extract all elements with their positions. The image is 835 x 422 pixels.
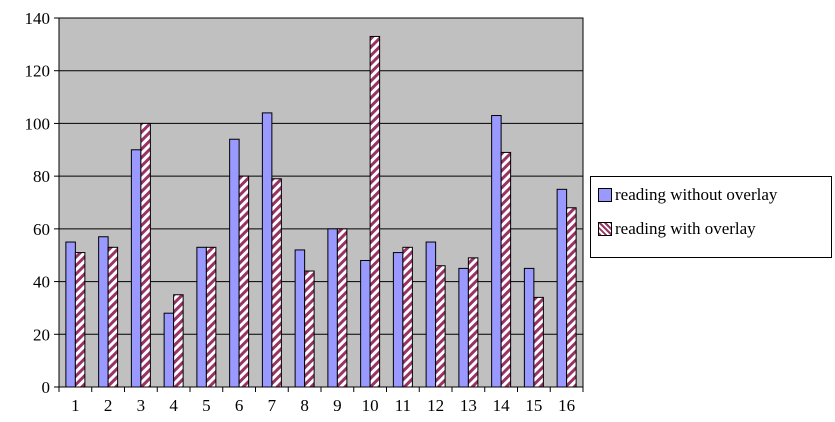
bar-without-overlay [491,115,502,388]
x-tick-label: 12 [427,396,444,415]
bar-with-overlay [271,178,282,388]
bar-without-overlay [65,241,76,388]
bar-with-overlay [238,175,250,388]
y-tick-label: 100 [25,114,51,133]
bar-with-overlay [304,270,315,388]
legend-label-with-overlay: reading with overlay [615,219,756,238]
x-tick-label: 5 [202,396,211,415]
bar-with-overlay [566,207,577,388]
x-tick-label: 4 [169,396,178,415]
bar-with-overlay [435,265,446,388]
bar-with-overlay [369,35,381,388]
x-tick-label: 8 [300,396,309,415]
bar-without-overlay [261,112,273,388]
y-tick-label: 120 [25,62,51,81]
bar-with-overlay [173,294,184,388]
y-tick-label: 40 [33,273,50,292]
x-tick-label: 15 [525,396,542,415]
bar-with-overlay [205,246,217,388]
legend-swatch-with-overlay [598,222,612,236]
bar-with-overlay [500,151,512,388]
bar-without-overlay [196,246,207,388]
bar-without-overlay [98,236,109,388]
x-tick-label: 1 [71,396,80,415]
bar-without-overlay [130,149,142,388]
x-tick-label: 9 [333,396,342,415]
bar-without-overlay [392,252,404,388]
bar-with-overlay [107,246,119,388]
y-tick-label: 60 [33,220,50,239]
bar-without-overlay [425,241,437,388]
bar-without-overlay [294,249,306,388]
bar-without-overlay [523,267,535,388]
bar-without-overlay [327,228,338,388]
x-tick-label: 14 [493,396,511,415]
x-tick-label: 10 [362,396,379,415]
legend: reading without overlay reading with ove… [590,176,832,258]
y-tick-label: 80 [33,167,50,186]
bar-without-overlay [360,259,371,388]
bar-without-overlay [458,267,469,388]
plot-area [58,17,584,388]
x-axis: 1 2 3 4 5 6 7 8 9 10 11 12 13 14 15 16 [58,386,584,415]
x-tick-label: 7 [268,396,277,415]
legend-label-without-overlay: reading without overlay [615,185,778,204]
y-tick-label: 140 [25,9,51,28]
bar-with-overlay [336,228,348,388]
x-tick-label: 16 [558,396,575,415]
bar-without-overlay [229,138,240,388]
bar-without-overlay [556,188,568,388]
legend-item-with-overlay: reading with overlay [598,217,756,241]
bar-with-overlay [74,252,86,388]
bar-with-overlay [533,296,544,388]
x-tick-label: 11 [395,396,411,415]
bar-with-overlay [467,257,479,388]
x-tick-label: 13 [460,396,477,415]
y-tick-label: 0 [42,378,51,397]
y-axis: 0 20 40 60 80 100 120 140 [25,9,60,397]
bar-with-overlay [140,122,151,388]
bar-with-overlay [402,246,413,388]
bar-without-overlay [163,312,175,388]
x-tick-label: 2 [104,396,113,415]
x-tick-label: 3 [137,396,146,415]
y-tick-label: 20 [33,325,50,344]
x-tick-label: 6 [235,396,244,415]
legend-item-without-overlay: reading without overlay [598,183,777,207]
legend-swatch-without-overlay [598,188,612,202]
